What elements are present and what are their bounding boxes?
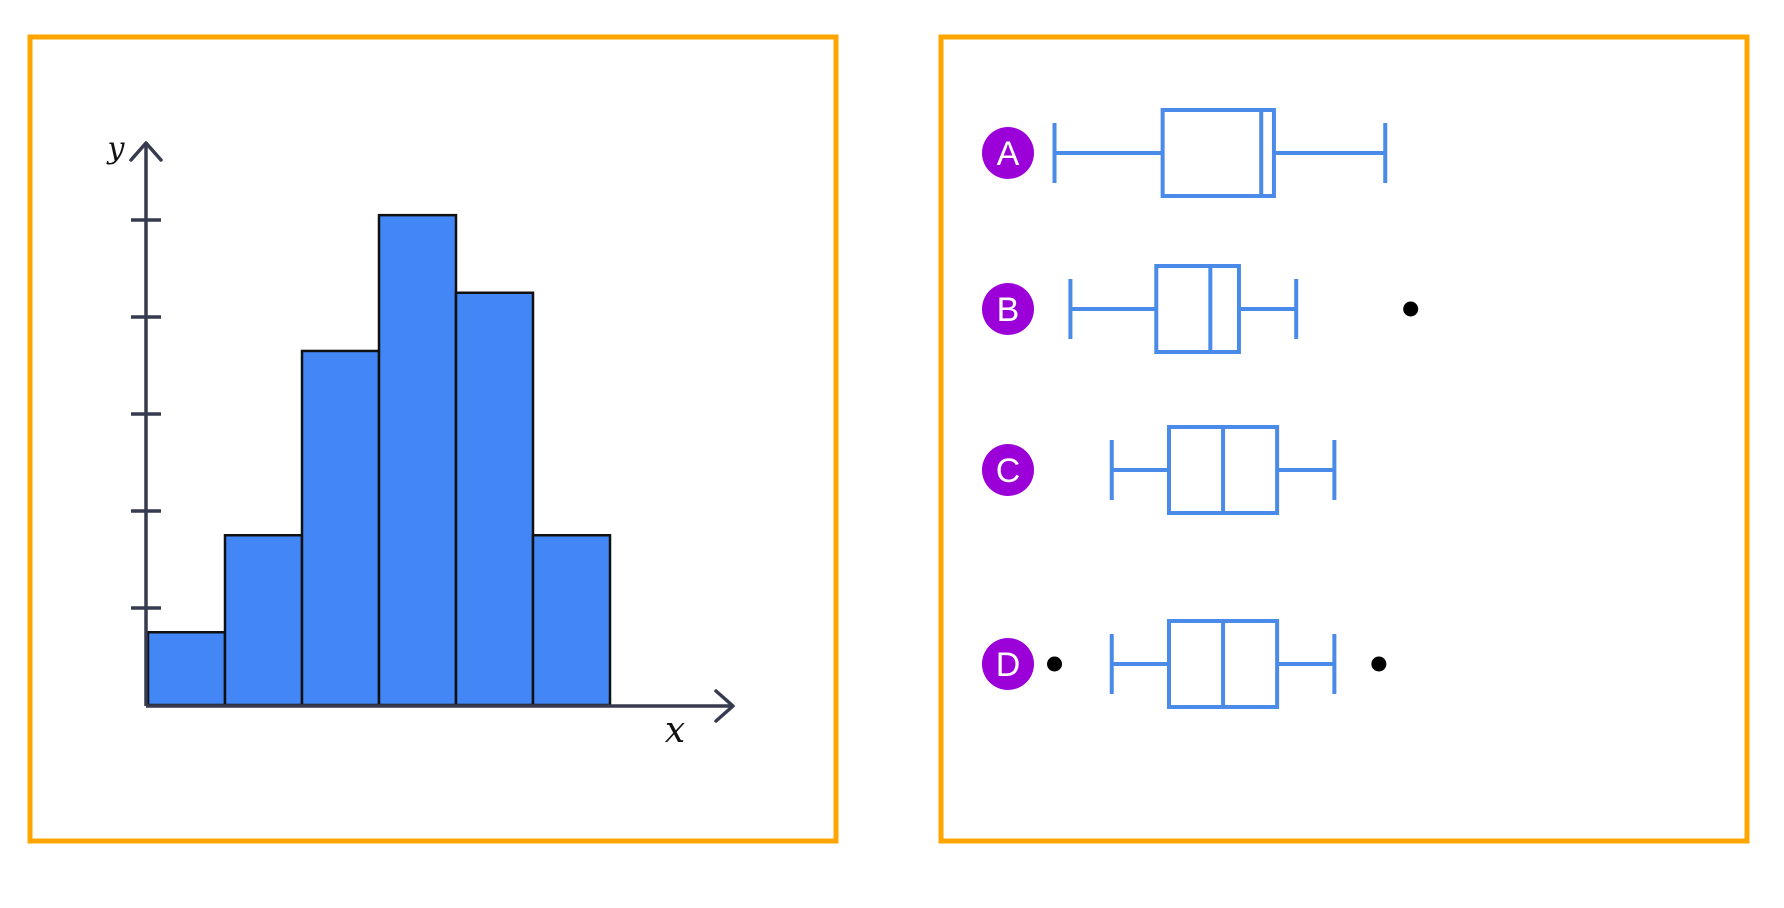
box xyxy=(1154,264,1241,354)
y-axis-arrow xyxy=(129,141,163,162)
boxplot-rows: A B C D xyxy=(982,108,1419,709)
boxplot-badge xyxy=(982,283,1034,335)
x-axis-label: x xyxy=(665,710,685,751)
boxplot-badge xyxy=(982,127,1034,179)
histogram-panel: y x xyxy=(27,34,839,844)
outlier-point-1 xyxy=(1403,301,1419,317)
histogram-bar-4 xyxy=(377,213,458,707)
outlier-point-1 xyxy=(1047,656,1063,672)
boxplot-badge-label: B xyxy=(997,291,1020,329)
boxplot-row-b: B xyxy=(982,264,1419,354)
histogram-bar-5 xyxy=(454,291,535,707)
box xyxy=(1160,108,1276,198)
boxplot-badge-label: D xyxy=(996,646,1021,684)
boxplot-row-d: D xyxy=(982,619,1387,709)
histogram-bar-1 xyxy=(146,631,227,707)
histogram-bar-2 xyxy=(223,534,304,707)
histogram-panel-border xyxy=(27,34,839,844)
boxplot-row-a: A xyxy=(982,108,1388,198)
boxplot-row-c: C xyxy=(982,425,1337,515)
boxplot-badge-label: C xyxy=(996,452,1021,490)
boxplot-panel-border xyxy=(938,34,1750,844)
boxplot-badge-label: A xyxy=(997,135,1020,173)
outlier-point-2 xyxy=(1371,656,1387,672)
boxplot-badge xyxy=(982,444,1034,496)
histogram-bar-6 xyxy=(531,534,612,707)
x-axis-arrow xyxy=(714,689,735,723)
histogram-bar-3 xyxy=(300,349,381,707)
histogram-bars xyxy=(146,213,612,707)
boxplot-badge xyxy=(982,638,1034,690)
boxplot-panel: A B C D xyxy=(938,34,1750,844)
y-axis-label: y xyxy=(106,131,126,166)
